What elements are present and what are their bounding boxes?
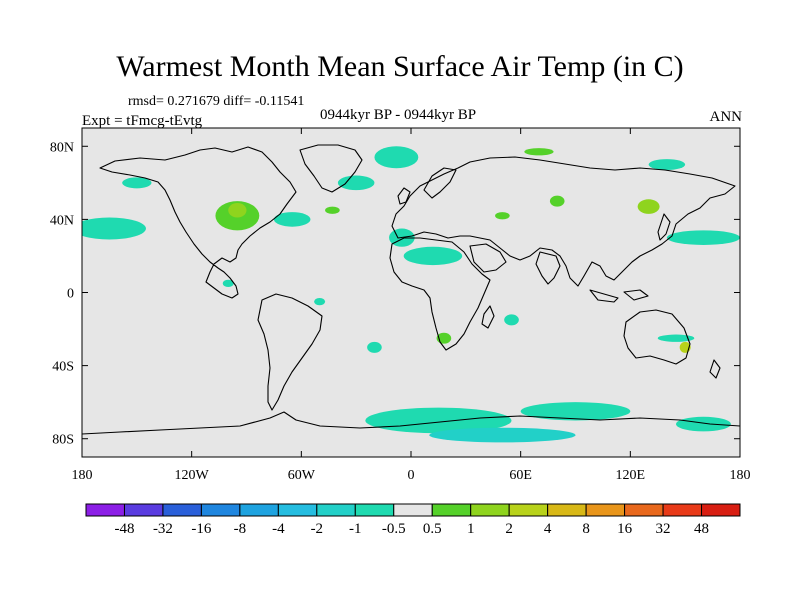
anomaly-patch (337, 175, 375, 191)
colorbar-label: -48 (114, 521, 134, 537)
coastline-indonesia (589, 289, 649, 303)
colorbar-label: -4 (272, 521, 285, 537)
colorbar-box (316, 503, 356, 517)
colorbar-label: -0.5 (382, 521, 406, 537)
colorbar-box (431, 503, 472, 517)
anomaly-patch (549, 195, 565, 207)
coastline-scandinavia (423, 167, 457, 199)
x-tick-label: 120W (175, 468, 210, 483)
anomaly-patch (374, 146, 419, 169)
coastlines (82, 144, 740, 435)
y-tick-label: 40N (50, 213, 74, 228)
anomaly-patch (637, 199, 660, 214)
colorbar-box (393, 503, 433, 517)
colorbar-box (200, 503, 241, 517)
colorbar-box (123, 503, 164, 517)
colorbar-label: -16 (191, 521, 211, 537)
coastline-australia (623, 309, 691, 365)
anomaly-patch (524, 148, 554, 156)
colorbar-box (85, 503, 125, 517)
map-background (82, 128, 740, 457)
anomaly-patch (520, 402, 631, 421)
y-tick-label: 40S (52, 360, 74, 375)
colorbar-label: 4 (544, 521, 552, 537)
coastline-greenland (299, 144, 363, 193)
colorbar-box (662, 503, 703, 517)
anomaly-patch (314, 297, 326, 306)
x-tick-label: 180 (730, 468, 751, 483)
season-label: ANN (709, 109, 743, 125)
colorbar-box (624, 503, 664, 517)
anomaly-patch (273, 212, 311, 227)
stats-label: rmsd= 0.271679 diff= -0.11541 (128, 94, 305, 109)
anomaly-patch (666, 230, 740, 245)
colorbar-box (547, 503, 587, 517)
colorbar-box (585, 503, 626, 517)
coastline-north-america (99, 146, 297, 299)
x-tick-label: 60W (288, 468, 316, 483)
colorbar-box (162, 503, 202, 517)
colorbar-box (470, 503, 510, 517)
colorbar-box (701, 503, 741, 517)
anomaly-patch (657, 334, 695, 342)
colorbar-label: 8 (582, 521, 590, 537)
colorbar-label: -32 (153, 521, 173, 537)
anomaly-patch (403, 246, 463, 266)
colorbar-label: 32 (656, 521, 671, 537)
coastline-eurasia (391, 156, 736, 287)
x-axis-ticks: 180 120W 60W 0 60E 120E 180 (72, 128, 751, 483)
anomaly-patch (82, 217, 146, 240)
anomaly-patch (504, 314, 519, 326)
colorbar-label: 1 (467, 521, 475, 537)
colorbar-label: 2 (505, 521, 513, 537)
colorbar-label: 0.5 (423, 521, 442, 537)
coastline-india (535, 251, 561, 285)
y-tick-label: 80S (52, 433, 74, 448)
anomaly-patch (429, 427, 576, 443)
anomaly-patch (676, 416, 731, 432)
x-tick-label: 0 (408, 468, 415, 483)
coastline-antarctica (82, 411, 740, 435)
anomaly-patches (82, 146, 740, 443)
coastline-south-america (257, 293, 323, 411)
anomaly-patch (648, 159, 686, 171)
colorbar-label: 16 (617, 521, 633, 537)
coastline-british-isles (397, 187, 411, 205)
coastline-japan (657, 213, 671, 241)
colorbar-box (354, 503, 395, 517)
period-label: 0944kyr BP - 0944kyr BP (320, 107, 477, 123)
x-tick-label: 180 (72, 468, 93, 483)
colorbar-box (277, 503, 318, 517)
colorbar-box (239, 503, 279, 517)
colorbar-label: 48 (694, 521, 709, 537)
colorbar-label: -2 (311, 521, 324, 537)
colorbar-box (508, 503, 549, 517)
experiment-label: Expt = tFmcg-tEvtg (82, 113, 203, 129)
coastline-madagascar (481, 305, 495, 329)
anomaly-patch (222, 279, 234, 288)
colorbar: -48 -32 -16 -8 -4 -2 -1 -0.5 0.5 1 2 4 8 16 32 48 (85, 503, 741, 537)
anomaly-patch (325, 206, 340, 214)
coastline-africa (389, 237, 491, 351)
anomaly-patch (122, 177, 152, 189)
coastline-arabia (469, 243, 507, 273)
anomaly-patch (228, 202, 247, 218)
anomaly-patch (367, 341, 382, 353)
colorbar-label: -8 (234, 521, 247, 537)
x-tick-label: 120E (616, 468, 646, 483)
chart-title: Warmest Month Mean Surface Air Temp (in … (116, 50, 684, 83)
y-tick-label: 80N (50, 140, 74, 155)
anomaly-patch (495, 212, 510, 220)
anomaly-patch (365, 407, 512, 434)
y-tick-label: 0 (67, 287, 74, 302)
x-tick-label: 60E (509, 468, 532, 483)
y-axis-ticks: 80N 40N 0 40S 80S (50, 140, 740, 448)
colorbar-label: -1 (349, 521, 362, 537)
coastline-new-zealand (709, 359, 721, 379)
